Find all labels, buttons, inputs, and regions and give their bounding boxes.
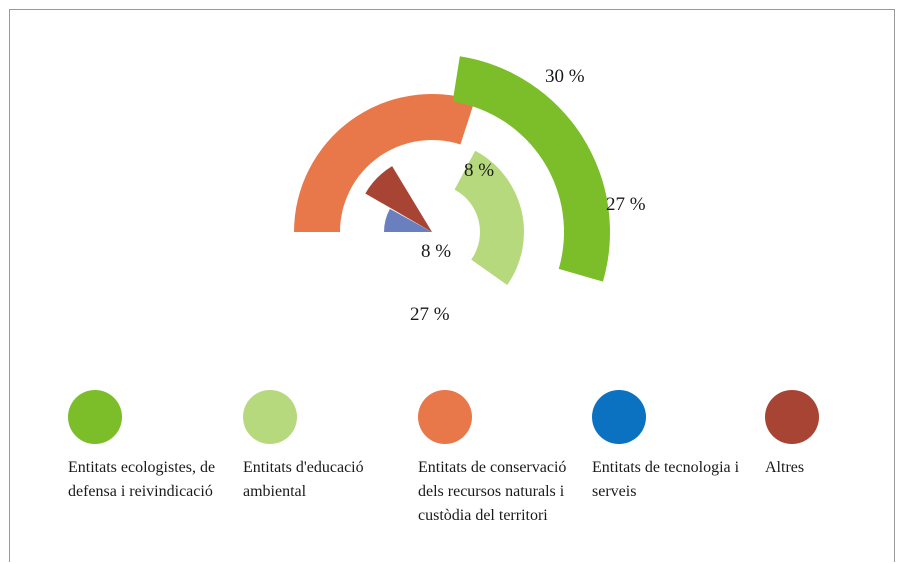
legend-label: Entitats de conservació dels recursos na…	[418, 459, 567, 524]
series-arc-4	[365, 166, 432, 232]
radial-chart: 27 % 27 % 30 % 8 % 8 %	[294, 56, 646, 325]
legend-item-3: Entitats de tecnologia i serveis	[592, 390, 762, 504]
legend-item-1: Entitats d'educació ambiental	[243, 390, 413, 504]
legend-item-2: Entitats de conservació dels recursos na…	[418, 390, 588, 528]
legend-label: Entitats d'educació ambiental	[243, 459, 364, 500]
series-arc-3	[384, 208, 432, 232]
legend-label: Entitats ecologistes, de defensa i reivi…	[68, 459, 216, 500]
legend-swatch	[418, 390, 472, 444]
legend-label: Altres	[765, 459, 805, 476]
data-label-3: 8 %	[421, 241, 451, 262]
series-arc-0	[452, 56, 610, 282]
data-label-2: 30 %	[545, 66, 585, 87]
chart-frame	[9, 9, 895, 562]
legend-item-4: Altres	[765, 390, 904, 480]
legend-swatch	[243, 390, 297, 444]
legend-swatch	[592, 390, 646, 444]
data-label-4: 8 %	[464, 160, 494, 181]
legend-label: Entitats de tecnologia i serveis	[592, 459, 740, 500]
data-label-1: 27 %	[410, 304, 450, 325]
series-arc-1	[454, 150, 525, 286]
legend-item-0: Entitats ecologistes, de defensa i reivi…	[68, 390, 238, 504]
legend-swatch	[765, 390, 819, 444]
legend-swatch	[68, 390, 122, 444]
series-arc-2	[294, 94, 475, 232]
data-label-0: 27 %	[606, 194, 646, 215]
